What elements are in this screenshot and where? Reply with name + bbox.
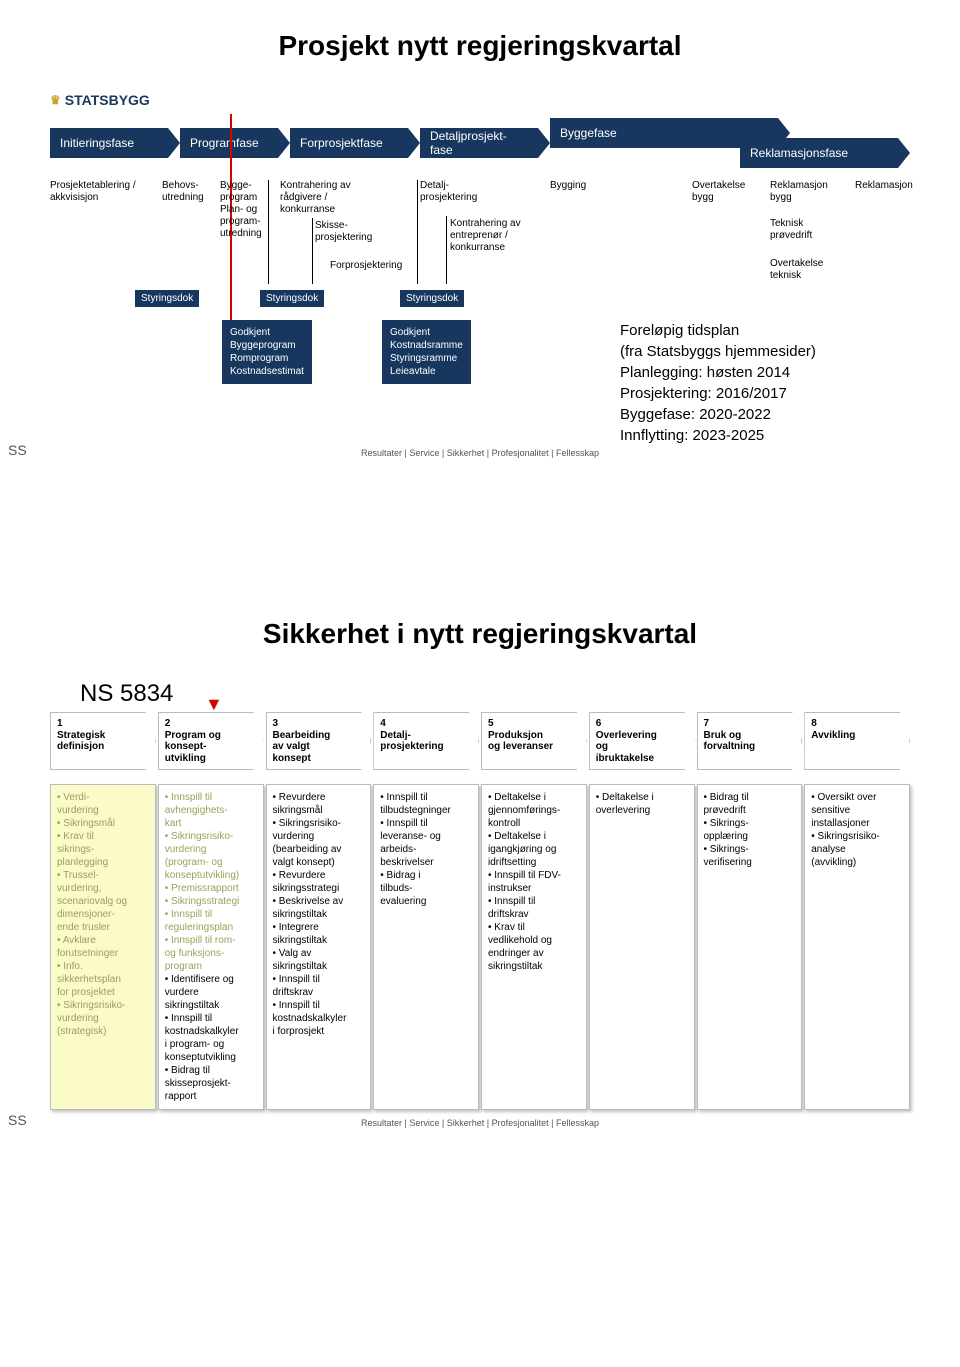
content-row: • Verdi- vurdering • Sikringsmål • Krav …: [50, 784, 910, 1110]
sub-item: Detalj- prosjektering: [420, 180, 477, 204]
step-box: 5 Produksjon og leveranser: [481, 712, 587, 770]
phase-chevron: Reklamasjonsfase: [740, 138, 910, 168]
sub-item: Overtakelse bygg: [692, 180, 745, 204]
step-box: 7 Bruk og forvaltning: [697, 712, 803, 770]
slide-1: Prosjekt nytt regjeringskvartal ♛ STATSB…: [0, 0, 960, 488]
phase-row: InitieringsfaseProgramfaseForprosjektfas…: [50, 118, 910, 168]
step-row: 1 Strategisk definisjon2 Program og kons…: [50, 712, 910, 770]
slide-2: Sikkerhet i nytt regjeringskvartal NS 58…: [0, 608, 960, 1158]
styringsdok-box: Styringsdok: [400, 290, 464, 307]
step-box: 3 Bearbeiding av valgt konsept: [266, 712, 372, 770]
vertical-line: [446, 216, 447, 284]
sub-item: Reklamasjon: [855, 180, 913, 192]
logo-text: STATSBYGG: [65, 92, 150, 108]
sub-item: Reklamasjon bygg: [770, 180, 828, 204]
content-box: • Innspill tilavhengighets-kart• Sikring…: [158, 784, 264, 1110]
step-box: 6 Overlevering og ibruktakelse: [589, 712, 695, 770]
step-box: 2 Program og konsept- utvikling: [158, 712, 264, 770]
steps-wrapper: ▼ 1 Strategisk definisjon2 Program og ko…: [50, 712, 910, 770]
footer2: Resultater | Service | Sikkerhet | Profe…: [50, 1118, 910, 1128]
styringsdok-box: Styringsdok: [260, 290, 324, 307]
slide-gap: [0, 488, 960, 608]
content-box: • Oversikt over sensitive installasjoner…: [804, 784, 910, 1110]
phase-chevron: Forprosjektfase: [290, 128, 420, 158]
phase-chevron: Programfase: [180, 128, 290, 158]
sub-process-area: Prosjektetablering / akkvisisjon Behovs- …: [50, 180, 910, 440]
vertical-line: [417, 180, 418, 284]
arrow-marker-icon: ▼: [205, 694, 223, 715]
content-box: • Innspill til tilbudstegninger • Innspi…: [373, 784, 479, 1110]
content-box: • Verdi- vurdering • Sikringsmål • Krav …: [50, 784, 156, 1110]
approved-box: GodkjentKostnadsrammeStyringsrammeLeieav…: [382, 320, 471, 384]
sub-item: Bygging: [550, 180, 586, 192]
slide1-title: Prosjekt nytt regjeringskvartal: [50, 30, 910, 62]
vertical-line: [268, 180, 269, 284]
sub-item: Forprosjektering: [330, 260, 402, 272]
sub-item: Kontrahering av entreprenør / konkurrans…: [450, 218, 521, 254]
sub-item: Bygge- program Plan- og program- utredni…: [220, 180, 262, 240]
sub-item: Skisse- prosjektering: [315, 220, 372, 244]
content-box: • Bidrag til prøvedrift • Sikrings- oppl…: [697, 784, 803, 1110]
content-box: • Revurdere sikringsmål • Sikringsrisiko…: [266, 784, 372, 1110]
crown-icon: ♛: [50, 93, 61, 107]
sub-item: Teknisk prøvedrift: [770, 218, 812, 242]
step-box: 4 Detalj- prosjektering: [373, 712, 479, 770]
content-box: • Deltakelse i gjennomførings- kontroll …: [481, 784, 587, 1110]
step-box: 1 Strategisk definisjon: [50, 712, 156, 770]
ss-tag-2: SS: [8, 1112, 27, 1128]
tidsplan-text: Foreløpig tidsplan(fra Statsbyggs hjemme…: [620, 320, 816, 446]
footer: Resultater | Service | Sikkerhet | Profe…: [50, 448, 910, 458]
approved-box: GodkjentByggeprogramRomprogramKostnadses…: [222, 320, 312, 384]
vertical-line: [312, 218, 313, 284]
sub-item: Behovs- utredning: [162, 180, 204, 204]
styringsdok-box: Styringsdok: [135, 290, 199, 307]
logo: ♛ STATSBYGG: [50, 92, 910, 108]
sub-item: Kontrahering av rådgivere / konkurranse: [280, 180, 351, 216]
ss-tag: SS: [8, 442, 27, 458]
sub-item: Prosjektetablering / akkvisisjon: [50, 180, 136, 204]
content-box: • Deltakelse i overlevering: [589, 784, 695, 1110]
slide2-title: Sikkerhet i nytt regjeringskvartal: [50, 618, 910, 650]
phase-chevron: Initieringsfase: [50, 128, 180, 158]
step-box: 8 Avvikling: [804, 712, 910, 770]
sub-item: Overtakelse teknisk: [770, 258, 823, 282]
phase-chevron: Detaljprosjekt- fase: [420, 128, 550, 158]
